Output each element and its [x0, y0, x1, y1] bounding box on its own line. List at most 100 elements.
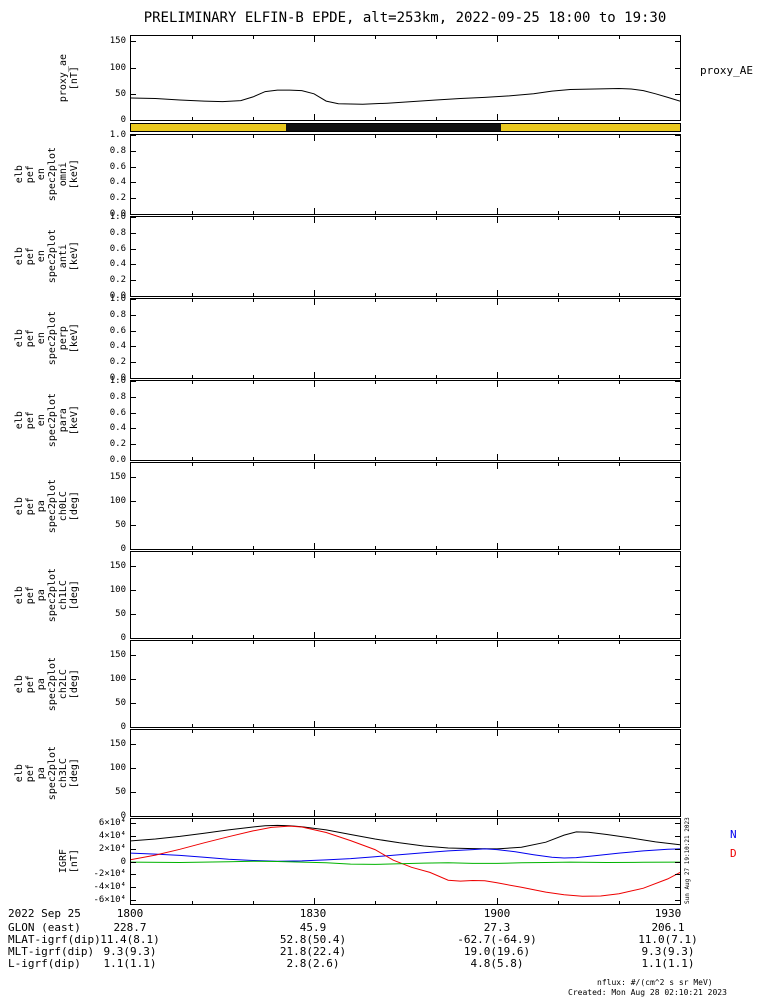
xtick-mark [192, 36, 193, 39]
xtick-mark [436, 635, 437, 638]
xtick-mark [619, 375, 620, 378]
ytick-mark [131, 525, 136, 526]
xtick-mark [375, 299, 376, 302]
ytick-mark [675, 727, 680, 728]
ytick-mark [131, 477, 136, 478]
ytick-label: 0 [120, 544, 126, 554]
xtick-mark [558, 36, 559, 39]
axis-label-para: elb pef en spec2plot para [keV] [14, 380, 80, 461]
plot-title: PRELIMINARY ELFIN-B EPDE, alt=253km, 202… [143, 10, 667, 26]
ytick-mark [131, 264, 136, 265]
ytick-label: -4×10⁴ [93, 882, 126, 892]
xtick-mark [497, 454, 498, 460]
ytick-label: 1.0 [109, 130, 126, 140]
xtick-mark [558, 552, 559, 555]
footer-value: 9.3(9.3) [641, 945, 695, 958]
xtick-mark [253, 381, 254, 384]
footer-value: 19.0(19.6) [463, 945, 531, 958]
xtick-mark [192, 724, 193, 727]
ytick-mark [131, 549, 136, 550]
footer-note-created: Created: Mon Aug 28 02:10:21 2023 [568, 988, 727, 997]
xtick-mark [192, 117, 193, 120]
ytick-mark [131, 413, 136, 414]
ytick-label: 50 [115, 787, 126, 797]
axis-label-text: proxy_ae [nT] [58, 53, 80, 103]
ytick-mark [675, 167, 680, 168]
ytick-mark [131, 217, 136, 218]
xtick-mark [253, 457, 254, 460]
xtick-mark [497, 217, 498, 223]
xtick-mark [314, 641, 315, 647]
ytick-mark [675, 900, 680, 901]
xtick-mark [375, 730, 376, 733]
xtick-mark [253, 552, 254, 555]
ytick-label: 0.6 [109, 244, 126, 254]
axis-label-ch2lc: elb pef pa spec2plot ch2LC [deg] [14, 640, 80, 728]
xtick-mark [314, 454, 315, 460]
ytick-mark [131, 703, 136, 704]
ytick-mark [131, 135, 136, 136]
xtick-mark [253, 36, 254, 39]
ytick-label: 150 [109, 36, 126, 46]
xtick-mark [375, 724, 376, 727]
ytick-label: 1.0 [109, 294, 126, 304]
ytick-mark [675, 501, 680, 502]
xtick-mark [314, 543, 315, 549]
series-black [131, 824, 680, 850]
ytick-mark [675, 703, 680, 704]
xtick-mark [253, 211, 254, 214]
ytick-mark [675, 315, 680, 316]
xtick-mark [497, 135, 498, 141]
xtick-mark [436, 299, 437, 302]
xtick-mark [253, 293, 254, 296]
ytick-mark [131, 792, 136, 793]
xtick-mark [192, 299, 193, 302]
axis-label-ch0lc: elb pef pa spec2plot ch0LC [deg] [14, 462, 80, 550]
ytick-label: 0.0 [109, 209, 126, 219]
xtick-mark [314, 463, 315, 469]
ytick-mark [131, 68, 136, 69]
ytick-label: 4×10⁴ [98, 831, 126, 841]
xtick-mark [192, 293, 193, 296]
xtick-mark [497, 463, 498, 469]
xtick-mark [497, 819, 498, 825]
xtick-mark [253, 635, 254, 638]
xtick-mark [375, 117, 376, 120]
ytick-mark [131, 679, 136, 680]
ytick-mark [131, 823, 136, 824]
ytick-mark [131, 331, 136, 332]
ytick-label: 150 [109, 561, 126, 571]
xtick-mark [253, 641, 254, 644]
xtick-mark [619, 730, 620, 733]
ytick-label: 0 [120, 857, 126, 867]
xtick-mark [192, 635, 193, 638]
xtick-mark [619, 813, 620, 816]
xtick-mark [436, 819, 437, 822]
right-label-igrf-n: N [730, 828, 737, 841]
ytick-mark [675, 381, 680, 382]
ytick-mark [675, 744, 680, 745]
ytick-mark [131, 315, 136, 316]
axis-label-ch3lc: elb pef pa spec2plot ch3LC [deg] [14, 729, 80, 817]
xtick-mark [253, 819, 254, 822]
xtick-mark [314, 372, 315, 378]
ytick-label: 0.4 [109, 177, 126, 187]
axis-label-igrf: IGRF [nT] [14, 818, 80, 905]
xtick-mark [558, 901, 559, 904]
xtick-mark [619, 117, 620, 120]
xtick-mark [375, 217, 376, 220]
ytick-label: 0.6 [109, 408, 126, 418]
ytick-mark [675, 198, 680, 199]
ytick-mark [675, 94, 680, 95]
xtick-mark [436, 641, 437, 644]
ytick-label: 0.6 [109, 162, 126, 172]
xtick-mark [619, 635, 620, 638]
ytick-mark [675, 428, 680, 429]
ytick-mark [131, 836, 136, 837]
ytick-label: 100 [109, 63, 126, 73]
xtick-mark [497, 898, 498, 904]
footer-value: 206.1 [651, 921, 685, 934]
ytick-mark [131, 381, 136, 382]
xtick-mark [619, 463, 620, 466]
footer-value: 45.9 [299, 921, 327, 934]
